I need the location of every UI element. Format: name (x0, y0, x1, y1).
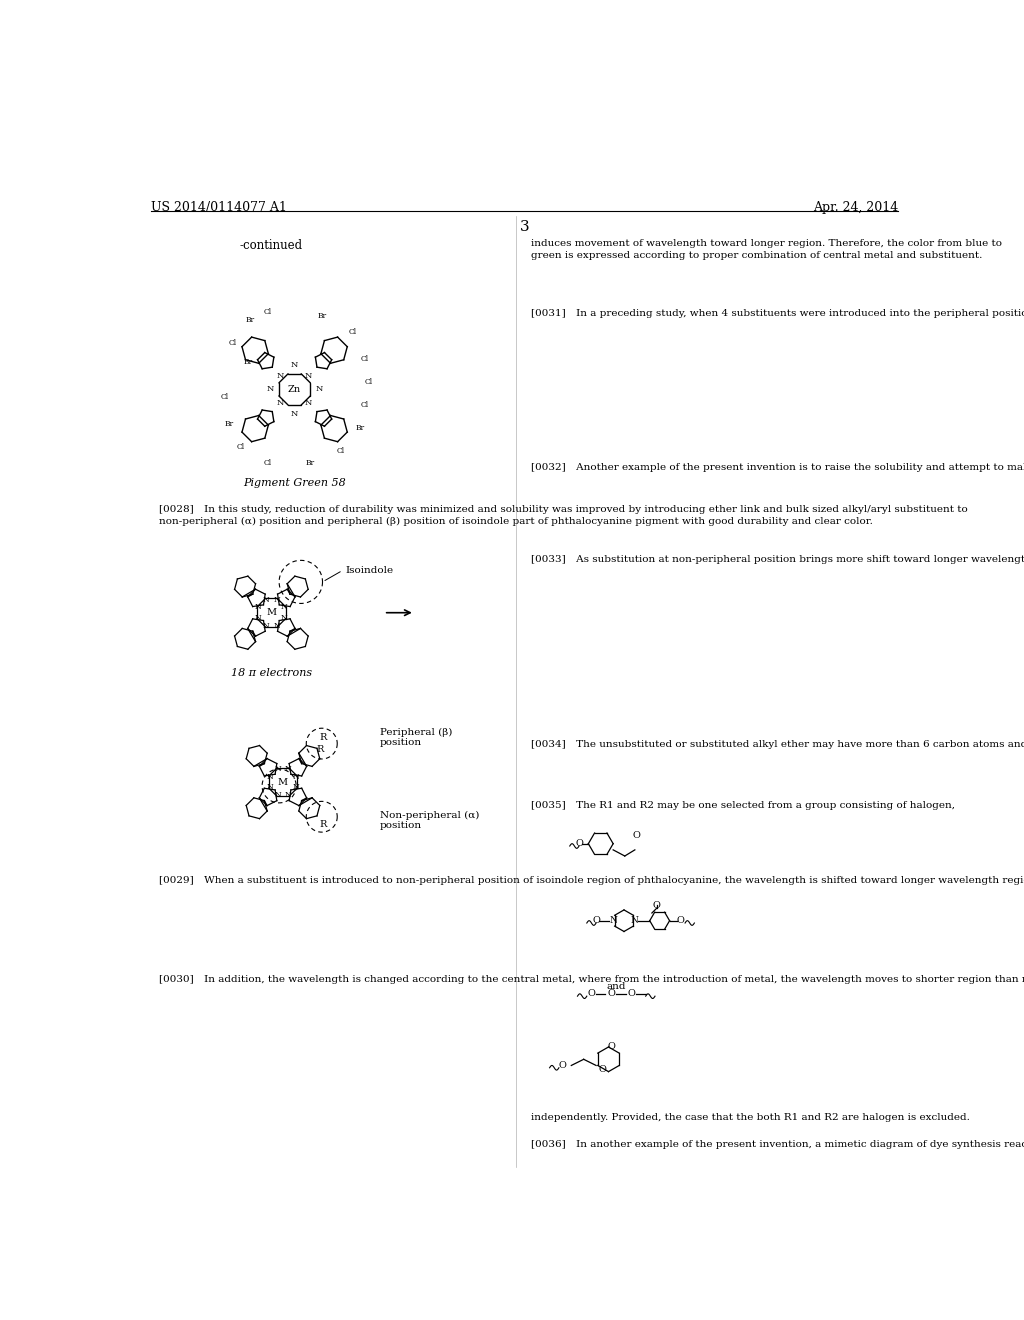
Text: N: N (266, 385, 273, 393)
Text: 3: 3 (520, 220, 529, 234)
Text: Cl: Cl (360, 355, 369, 363)
Text: Cl: Cl (337, 447, 345, 455)
Text: O: O (588, 990, 595, 998)
Text: O: O (607, 990, 615, 998)
Text: R: R (319, 733, 327, 742)
Text: Cl: Cl (221, 393, 229, 401)
Text: N: N (255, 614, 262, 622)
Text: M: M (278, 777, 288, 787)
Text: Br: Br (356, 424, 366, 432)
Text: 18 π electrons: 18 π electrons (230, 668, 312, 678)
Text: N: N (281, 603, 288, 611)
Text: [0028] In this study, reduction of durability was minimized and solubility was i: [0028] In this study, reduction of durab… (159, 506, 968, 525)
Text: N: N (281, 614, 288, 622)
Text: O: O (598, 1065, 606, 1074)
Text: and: and (606, 982, 626, 990)
Text: Cl: Cl (228, 339, 237, 347)
Text: N: N (263, 622, 269, 630)
Text: N: N (273, 595, 281, 603)
Text: N: N (274, 766, 281, 774)
Text: Isoindole: Isoindole (345, 566, 393, 574)
Text: Br: Br (317, 313, 327, 321)
Text: N: N (293, 772, 299, 781)
Text: N: N (266, 772, 273, 781)
Text: Cl: Cl (237, 444, 245, 451)
Text: Cl: Cl (349, 327, 356, 335)
Text: N: N (609, 916, 617, 925)
Text: [0031] In a preceding study, when 4 substituents were introduced into the periph: [0031] In a preceding study, when 4 subs… (531, 309, 1024, 318)
Text: N: N (255, 603, 262, 611)
Text: O: O (628, 990, 636, 998)
Text: [0030] In addition, the wavelength is changed according to the central metal, wh: [0030] In addition, the wavelength is ch… (159, 974, 1024, 983)
Text: Cl: Cl (365, 378, 373, 385)
Text: induces movement of wavelength toward longer region. Therefore, the color from b: induces movement of wavelength toward lo… (531, 239, 1002, 260)
Text: O: O (677, 916, 684, 925)
Text: N: N (276, 371, 285, 380)
Text: Peripheral (β)
position: Peripheral (β) position (380, 727, 453, 747)
Text: O: O (652, 900, 660, 909)
Text: Br: Br (245, 315, 254, 325)
Text: -continued: -continued (240, 239, 303, 252)
Text: Br: Br (305, 458, 314, 466)
Text: Br: Br (244, 359, 253, 367)
Text: N: N (631, 916, 639, 925)
Text: N: N (276, 399, 285, 408)
Text: N: N (274, 791, 281, 799)
Text: Cl: Cl (263, 309, 271, 317)
Text: US 2014/0114077 A1: US 2014/0114077 A1 (152, 201, 287, 214)
Text: Pigment Green 58: Pigment Green 58 (244, 478, 346, 488)
Text: M: M (266, 609, 276, 618)
Text: [0035] The R1 and R2 may be one selected from a group consisting of halogen,: [0035] The R1 and R2 may be one selected… (531, 801, 955, 810)
Text: N: N (266, 783, 273, 792)
Text: Cl: Cl (360, 401, 369, 409)
Text: N: N (293, 783, 299, 792)
Text: N: N (263, 595, 269, 603)
Text: N: N (285, 791, 292, 799)
Text: Apr. 24, 2014: Apr. 24, 2014 (813, 201, 898, 214)
Text: Zn: Zn (288, 385, 301, 393)
Text: O: O (607, 1043, 615, 1052)
Text: N: N (305, 399, 312, 408)
Text: Br: Br (224, 420, 233, 428)
Text: N: N (291, 360, 298, 368)
Text: N: N (285, 766, 292, 774)
Text: N: N (305, 371, 312, 380)
Text: O: O (558, 1061, 566, 1071)
Text: N: N (291, 411, 298, 418)
Text: O: O (592, 916, 600, 925)
Text: N: N (273, 622, 281, 630)
Text: N: N (315, 385, 324, 393)
Text: Non-peripheral (α)
position: Non-peripheral (α) position (380, 810, 479, 830)
Text: [0032] Another example of the present invention is to raise the solubility and a: [0032] Another example of the present in… (531, 462, 1024, 471)
Text: O: O (575, 840, 583, 849)
Text: R: R (316, 746, 324, 754)
Text: O: O (633, 832, 640, 841)
Text: independently. Provided, the case that the both R1 and R2 are halogen is exclude: independently. Provided, the case that t… (531, 1113, 970, 1122)
Text: Cl: Cl (263, 458, 271, 466)
Text: [0029] When a substituent is introduced to non-peripheral position of isoindole : [0029] When a substituent is introduced … (159, 876, 1024, 884)
Text: [0036] In another example of the present invention, a mimetic diagram of dye syn: [0036] In another example of the present… (531, 1140, 1024, 1150)
Text: [0034] The unsubstituted or substituted alkyl ether may have more than 6 carbon : [0034] The unsubstituted or substituted … (531, 739, 1024, 748)
Text: R: R (319, 820, 327, 829)
Text: [0033] As substitution at non-peripheral position brings more shift toward longe: [0033] As substitution at non-peripheral… (531, 554, 1024, 564)
